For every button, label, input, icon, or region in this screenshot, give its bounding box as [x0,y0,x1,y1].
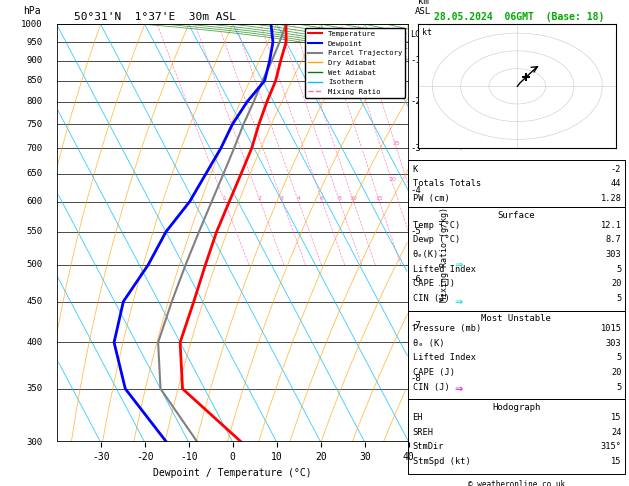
Text: 500: 500 [26,260,43,269]
Text: LCL: LCL [411,30,426,39]
Text: 28.05.2024  06GMT  (Base: 18): 28.05.2024 06GMT (Base: 18) [434,12,604,22]
Text: Totals Totals: Totals Totals [413,179,481,188]
Text: 3: 3 [280,196,284,201]
Text: ⇒: ⇒ [454,37,462,47]
Text: CIN (J): CIN (J) [413,382,449,392]
Text: 800: 800 [26,97,43,106]
Text: km
ASL: km ASL [415,0,431,16]
Text: 6: 6 [320,196,324,201]
Text: Mixing Ratio (g/kg): Mixing Ratio (g/kg) [440,207,448,302]
Text: K: K [413,165,418,174]
Text: hPa: hPa [23,6,41,16]
Text: -2: -2 [411,97,421,106]
Text: -7: -7 [411,321,421,330]
Text: 550: 550 [26,227,43,236]
Text: Pressure (mb): Pressure (mb) [413,324,481,333]
Text: PW (cm): PW (cm) [413,194,449,203]
Text: 5: 5 [616,353,621,363]
Text: -1: -1 [411,56,421,66]
Text: 4: 4 [296,196,300,201]
Text: ⇒: ⇒ [454,384,462,394]
Text: 24: 24 [611,428,621,437]
Text: 315°: 315° [601,442,621,451]
Text: -5: -5 [411,227,421,236]
Text: 300: 300 [26,438,43,447]
Text: 5: 5 [616,264,621,274]
Text: 8: 8 [337,196,342,201]
Text: Hodograph: Hodograph [492,403,540,412]
Text: Lifted Index: Lifted Index [413,264,476,274]
Text: 20: 20 [388,176,396,182]
Text: CAPE (J): CAPE (J) [413,368,455,377]
Text: 5: 5 [616,382,621,392]
Text: 15: 15 [376,196,383,201]
Text: 15: 15 [611,413,621,422]
Text: 303: 303 [606,250,621,259]
Text: 20: 20 [611,279,621,288]
Text: 10: 10 [349,196,357,201]
Text: ⇒: ⇒ [454,143,462,153]
Text: 600: 600 [26,197,43,206]
Text: StmSpd (kt): StmSpd (kt) [413,457,470,466]
Text: 2: 2 [258,196,262,201]
Text: ⇒: ⇒ [454,76,462,86]
Text: 900: 900 [26,56,43,66]
X-axis label: Dewpoint / Temperature (°C): Dewpoint / Temperature (°C) [153,468,312,478]
Text: kt: kt [422,28,432,37]
Text: EH: EH [413,413,423,422]
Text: 700: 700 [26,144,43,153]
Legend: Temperature, Dewpoint, Parcel Trajectory, Dry Adiabat, Wet Adiabat, Isotherm, Mi: Temperature, Dewpoint, Parcel Trajectory… [305,28,405,98]
Text: 350: 350 [26,384,43,393]
Text: -3: -3 [411,144,421,153]
Text: 15: 15 [611,457,621,466]
Text: θₑ(K): θₑ(K) [413,250,439,259]
Text: 1.28: 1.28 [601,194,621,203]
Text: 303: 303 [606,339,621,348]
Text: 650: 650 [26,169,43,178]
Text: 400: 400 [26,338,43,347]
Text: -8: -8 [411,375,421,383]
Text: 25: 25 [392,141,400,146]
Text: 750: 750 [26,120,43,129]
Text: ⇒: ⇒ [454,296,462,307]
Text: StmDir: StmDir [413,442,444,451]
Text: -4: -4 [411,186,421,195]
Text: SREH: SREH [413,428,433,437]
Text: Lifted Index: Lifted Index [413,353,476,363]
Text: CIN (J): CIN (J) [413,294,449,303]
Text: 950: 950 [26,37,43,47]
Text: 1: 1 [222,196,226,201]
Text: CAPE (J): CAPE (J) [413,279,455,288]
Text: Surface: Surface [498,210,535,220]
Text: 1000: 1000 [21,20,43,29]
Text: Most Unstable: Most Unstable [481,314,551,323]
Text: -6: -6 [411,275,421,284]
Text: 20: 20 [611,368,621,377]
Text: 12.1: 12.1 [601,221,621,230]
Text: ⇒: ⇒ [454,260,462,270]
Text: θₑ (K): θₑ (K) [413,339,444,348]
Text: 44: 44 [611,179,621,188]
Text: 850: 850 [26,76,43,85]
Text: © weatheronline.co.uk: © weatheronline.co.uk [467,480,565,486]
Text: -2: -2 [611,165,621,174]
Text: 8.7: 8.7 [606,235,621,244]
Text: 5: 5 [616,294,621,303]
Text: 450: 450 [26,297,43,306]
Text: 1015: 1015 [601,324,621,333]
Text: Dewp (°C): Dewp (°C) [413,235,460,244]
Text: Temp (°C): Temp (°C) [413,221,460,230]
Text: 50°31'N  1°37'E  30m ASL: 50°31'N 1°37'E 30m ASL [74,12,237,22]
